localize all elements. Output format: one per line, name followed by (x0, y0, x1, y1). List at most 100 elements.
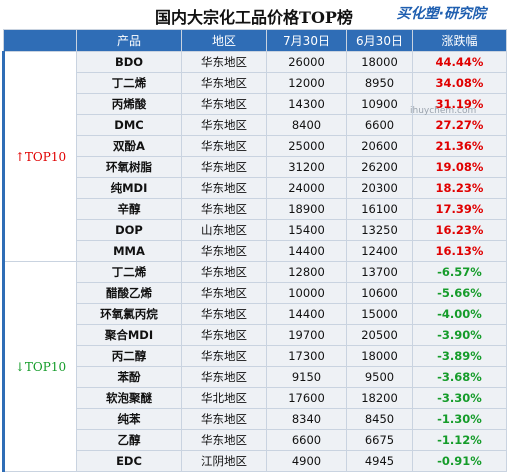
region: 华东地区 (181, 366, 267, 388)
change: -1.30% (412, 408, 507, 430)
region: 华北地区 (181, 387, 267, 409)
watermark: ihuychem.com (410, 106, 477, 116)
price-jun: 20500 (346, 324, 413, 346)
region: 华东地区 (181, 261, 267, 283)
price-jun: 4945 (346, 450, 413, 472)
price-jun: 10900 (346, 93, 413, 115)
table-row: 苯酚 华东地区 9150 9500 -3.68% (4, 366, 507, 388)
region: 山东地区 (181, 219, 267, 241)
product: 苯酚 (76, 366, 182, 388)
table-row: 丙烯酸 华东地区 14300 10900 31.19% (4, 93, 507, 115)
region: 华东地区 (181, 240, 267, 262)
change: -5.66% (412, 282, 507, 304)
table-row: MMA 华东地区 14400 12400 16.13% (4, 240, 507, 262)
product: 丙烯酸 (76, 93, 182, 115)
table-row: 丁二烯 华东地区 12000 8950 34.08% (4, 72, 507, 94)
product: 聚合MDI (76, 324, 182, 346)
price-jul: 12800 (266, 261, 347, 283)
price-jul: 19700 (266, 324, 347, 346)
table-row: 丙二醇 华东地区 17300 18000 -3.89% (4, 345, 507, 367)
price-jun: 18200 (346, 387, 413, 409)
price-jun: 6675 (346, 429, 413, 451)
column-header: 产品 (76, 29, 182, 52)
price-jul: 14400 (266, 303, 347, 325)
product: 环氧氯丙烷 (76, 303, 182, 325)
column-header: 6月30日 (346, 29, 413, 52)
change: 17.39% (412, 198, 507, 220)
region: 华东地区 (181, 408, 267, 430)
product: 醋酸乙烯 (76, 282, 182, 304)
change: -6.57% (412, 261, 507, 283)
price-jun: 6600 (346, 114, 413, 136)
column-header: 7月30日 (266, 29, 347, 52)
group-label: ↑TOP10 (2, 51, 77, 262)
change: -3.89% (412, 345, 507, 367)
price-jun: 16100 (346, 198, 413, 220)
region: 华东地区 (181, 51, 267, 73)
price-jun: 18000 (346, 345, 413, 367)
price-jul: 4900 (266, 450, 347, 472)
table-row: 醋酸乙烯 华东地区 10000 10600 -5.66% (4, 282, 507, 304)
price-jul: 14300 (266, 93, 347, 115)
price-jun: 8450 (346, 408, 413, 430)
price-jul: 18900 (266, 198, 347, 220)
product: 丙二醇 (76, 345, 182, 367)
table-row: 环氧氯丙烷 华东地区 14400 15000 -4.00% (4, 303, 507, 325)
region: 华东地区 (181, 93, 267, 115)
price-jul: 26000 (266, 51, 347, 73)
change: 19.08% (412, 156, 507, 178)
product: 环氧树脂 (76, 156, 182, 178)
region: 华东地区 (181, 429, 267, 451)
price-jun: 18000 (346, 51, 413, 73)
region: 华东地区 (181, 177, 267, 199)
header-row: 产品 地区 7月30日 6月30日 涨跌幅 (3, 29, 507, 52)
region: 华东地区 (181, 198, 267, 220)
table-row: EDC 江阴地区 4900 4945 -0.91% (4, 450, 507, 472)
change: -3.68% (412, 366, 507, 388)
table-row: 双酚A 华东地区 25000 20600 21.36% (4, 135, 507, 157)
logo: 买化塑·研究院 (396, 6, 486, 22)
price-jun: 20300 (346, 177, 413, 199)
price-jun: 15000 (346, 303, 413, 325)
group-label: ↓TOP10 (2, 261, 77, 472)
change: -1.12% (412, 429, 507, 451)
price-jun: 13250 (346, 219, 413, 241)
price-jul: 17600 (266, 387, 347, 409)
price-jun: 12400 (346, 240, 413, 262)
header-blank (3, 29, 77, 52)
column-header: 涨跌幅 (412, 29, 507, 52)
table-row: DOP 山东地区 15400 13250 16.23% (4, 219, 507, 241)
product: EDC (76, 450, 182, 472)
price-jul: 31200 (266, 156, 347, 178)
product: 软泡聚醚 (76, 387, 182, 409)
price-jun: 10600 (346, 282, 413, 304)
table-row: 环氧树脂 华东地区 31200 26200 19.08% (4, 156, 507, 178)
price-jul: 25000 (266, 135, 347, 157)
product: 双酚A (76, 135, 182, 157)
region: 华东地区 (181, 324, 267, 346)
price-jul: 24000 (266, 177, 347, 199)
title: 国内大宗化工品价格TOP榜 (155, 8, 353, 27)
table-row: 乙醇 华东地区 6600 6675 -1.12% (4, 429, 507, 451)
price-table: 产品 地区 7月30日 6月30日 涨跌幅 ↑TOP10 BDO 华东地区 26000 1800… (2, 29, 507, 472)
region: 华东地区 (181, 72, 267, 94)
table-body: ↑TOP10 BDO 华东地区 26000 18000 44.44% 丁二烯 华东地区 1200… (2, 51, 507, 472)
change: 31.19% (412, 93, 507, 115)
product: 乙醇 (76, 429, 182, 451)
table-row: 辛醇 华东地区 18900 16100 17.39% (4, 198, 507, 220)
change: -3.90% (412, 324, 507, 346)
price-jun: 26200 (346, 156, 413, 178)
region: 华东地区 (181, 114, 267, 136)
region: 华东地区 (181, 156, 267, 178)
price-jun: 9500 (346, 366, 413, 388)
price-jul: 8400 (266, 114, 347, 136)
table-row: 聚合MDI 华东地区 19700 20500 -3.90% (4, 324, 507, 346)
price-jul: 17300 (266, 345, 347, 367)
region: 华东地区 (181, 303, 267, 325)
product: BDO (76, 51, 182, 73)
price-jul: 10000 (266, 282, 347, 304)
product: MMA (76, 240, 182, 262)
region: 江阴地区 (181, 450, 267, 472)
table-row: ↑TOP10 BDO 华东地区 26000 18000 44.44% (2, 51, 507, 262)
